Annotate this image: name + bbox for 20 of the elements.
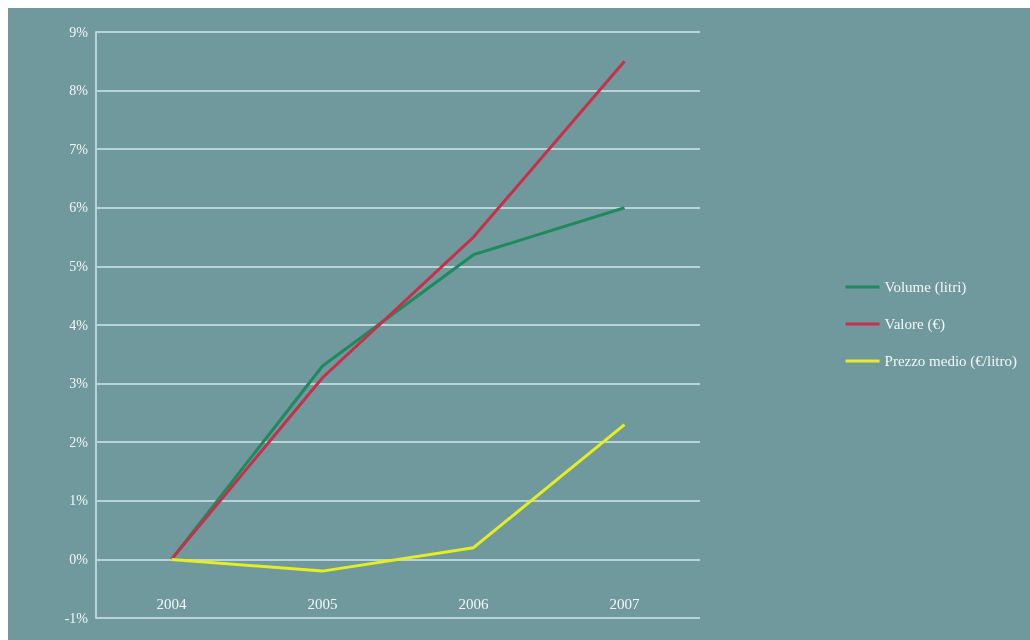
y-tick-label: 4% bbox=[69, 317, 89, 333]
line-series bbox=[170, 423, 626, 573]
y-tick-label: -1% bbox=[64, 610, 89, 626]
y-tick-label: 3% bbox=[69, 376, 89, 392]
y-tick-label: 2% bbox=[69, 434, 89, 450]
x-tick-label: 2004 bbox=[156, 595, 187, 612]
line-series bbox=[170, 59, 626, 561]
y-tick-label: 5% bbox=[69, 258, 89, 274]
y-tick-label: 0% bbox=[69, 551, 89, 567]
x-tick-label: 2007 bbox=[609, 595, 640, 612]
x-tick-label: 2006 bbox=[458, 595, 489, 612]
y-tick-label: 1% bbox=[69, 493, 89, 509]
legend-label: Prezzo medio (€/litro) bbox=[884, 353, 1018, 370]
y-tick-label: 7% bbox=[69, 141, 89, 157]
y-tick-label: 9% bbox=[69, 24, 89, 40]
y-tick-label: 6% bbox=[69, 200, 89, 216]
legend-label: Volume (litri) bbox=[884, 279, 967, 296]
legend-label: Valore (€) bbox=[884, 316, 945, 333]
y-tick-label: 8% bbox=[69, 83, 89, 99]
x-tick-label: 2005 bbox=[307, 595, 338, 612]
